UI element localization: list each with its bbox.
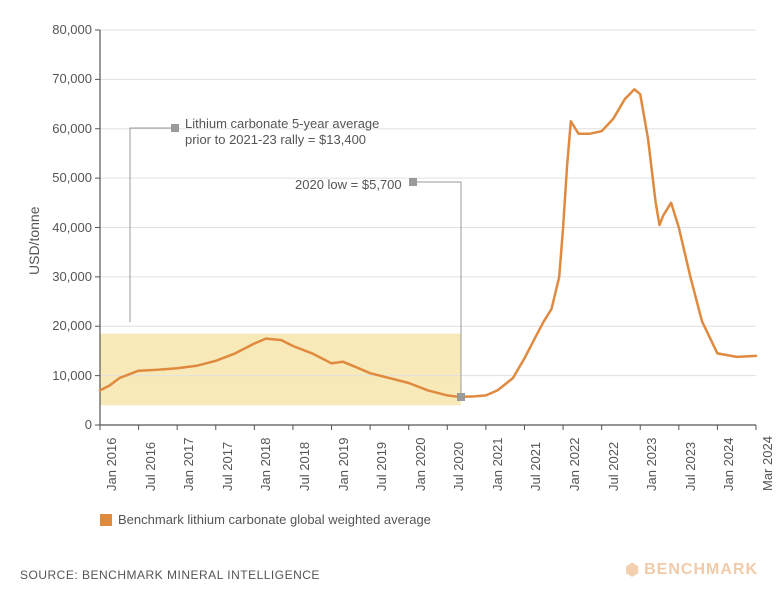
plot-svg bbox=[0, 0, 776, 593]
x-tick-label: Jan 2016 bbox=[104, 438, 119, 492]
y-tick-label: 20,000 bbox=[32, 318, 92, 333]
source-text: SOURCE: BENCHMARK MINERAL INTELLIGENCE bbox=[20, 568, 320, 582]
x-tick-label: Jul 2019 bbox=[374, 442, 389, 491]
y-tick-label: 30,000 bbox=[32, 269, 92, 284]
x-tick-label: Jan 2020 bbox=[413, 438, 428, 492]
annotation-avg: Lithium carbonate 5-year averageprior to… bbox=[185, 116, 379, 149]
y-tick-label: 50,000 bbox=[32, 170, 92, 185]
y-tick-label: 70,000 bbox=[32, 71, 92, 86]
legend-label: Benchmark lithium carbonate global weigh… bbox=[118, 512, 431, 527]
x-tick-label: Jul 2017 bbox=[220, 442, 235, 491]
y-tick-label: 80,000 bbox=[32, 22, 92, 37]
annotation-marker bbox=[409, 178, 417, 186]
x-tick-label: Jan 2017 bbox=[181, 438, 196, 492]
annotation-leader bbox=[130, 128, 175, 322]
x-tick-label: Jan 2018 bbox=[258, 438, 273, 492]
x-tick-label: Jan 2021 bbox=[490, 438, 505, 492]
annotation-end-marker bbox=[457, 393, 465, 401]
y-tick-label: 10,000 bbox=[32, 368, 92, 383]
brand-text: BENCHMARK bbox=[644, 561, 758, 579]
annotation-marker bbox=[171, 124, 179, 132]
y-tick-label: 60,000 bbox=[32, 121, 92, 136]
x-tick-label: Jul 2021 bbox=[528, 442, 543, 491]
x-tick-label: Jan 2024 bbox=[721, 438, 736, 492]
annotation-low2020: 2020 low = $5,700 bbox=[295, 177, 402, 193]
hex-icon: ⬢ bbox=[625, 560, 640, 580]
x-tick-label: Jul 2023 bbox=[683, 442, 698, 491]
x-tick-label: Jul 2016 bbox=[143, 442, 158, 491]
x-tick-label: Jan 2022 bbox=[567, 438, 582, 492]
x-tick-label: Jul 2018 bbox=[297, 442, 312, 491]
y-tick-label: 40,000 bbox=[32, 220, 92, 235]
brand-watermark: ⬢ BENCHMARK bbox=[625, 560, 758, 580]
x-tick-label: Jul 2020 bbox=[451, 442, 466, 491]
legend-swatch bbox=[100, 514, 112, 526]
x-tick-label: Jan 2023 bbox=[644, 438, 659, 492]
x-tick-label: Jul 2022 bbox=[606, 442, 621, 491]
y-tick-label: 0 bbox=[32, 417, 92, 432]
lithium-price-chart: USD/tonne Benchmark lithium carbonate gl… bbox=[0, 0, 776, 593]
x-tick-label: Mar 2024 bbox=[760, 436, 775, 491]
x-tick-label: Jan 2019 bbox=[336, 438, 351, 492]
legend: Benchmark lithium carbonate global weigh… bbox=[100, 512, 431, 527]
